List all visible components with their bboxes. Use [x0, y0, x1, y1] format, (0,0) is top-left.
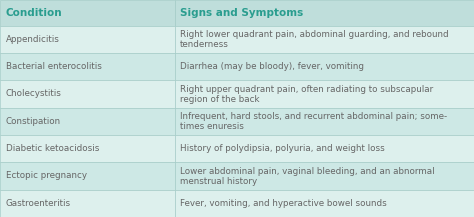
Text: Cholecystitis: Cholecystitis — [6, 89, 62, 99]
Bar — [175, 135, 474, 162]
Text: Fever, vomiting, and hyperactive bowel sounds: Fever, vomiting, and hyperactive bowel s… — [180, 199, 387, 208]
Text: Diarrhea (may be bloody), fever, vomiting: Diarrhea (may be bloody), fever, vomitin… — [180, 62, 364, 71]
Bar — [175, 26, 474, 53]
Text: region of the back: region of the back — [180, 95, 260, 104]
Bar — [175, 162, 474, 190]
Bar — [0, 0, 175, 26]
Text: Condition: Condition — [6, 8, 62, 18]
Bar — [175, 0, 474, 26]
Text: Bacterial enterocolitis: Bacterial enterocolitis — [6, 62, 101, 71]
Text: tenderness: tenderness — [180, 40, 229, 49]
Text: Appendicitis: Appendicitis — [6, 35, 60, 44]
Bar — [0, 26, 175, 53]
Bar — [175, 53, 474, 80]
Bar — [0, 190, 175, 217]
Text: Diabetic ketoacidosis: Diabetic ketoacidosis — [6, 144, 99, 153]
Bar — [175, 80, 474, 108]
Text: Lower abdominal pain, vaginal bleeding, and an abnormal: Lower abdominal pain, vaginal bleeding, … — [180, 167, 435, 176]
Bar — [0, 135, 175, 162]
Text: Constipation: Constipation — [6, 117, 61, 126]
Bar — [175, 190, 474, 217]
Text: Right upper quadrant pain, often radiating to subscapular: Right upper quadrant pain, often radiati… — [180, 85, 433, 94]
Text: times enuresis: times enuresis — [180, 122, 244, 131]
Bar — [0, 53, 175, 80]
Text: Right lower quadrant pain, abdominal guarding, and rebound: Right lower quadrant pain, abdominal gua… — [180, 30, 449, 39]
Text: menstrual history: menstrual history — [180, 177, 257, 186]
Text: Ectopic pregnancy: Ectopic pregnancy — [6, 171, 87, 181]
Text: History of polydipsia, polyuria, and weight loss: History of polydipsia, polyuria, and wei… — [180, 144, 385, 153]
Bar — [0, 108, 175, 135]
Bar — [0, 162, 175, 190]
Bar — [0, 80, 175, 108]
Text: Gastroenteritis: Gastroenteritis — [6, 199, 71, 208]
Text: Signs and Symptoms: Signs and Symptoms — [180, 8, 303, 18]
Text: Infrequent, hard stools, and recurrent abdominal pain; some-: Infrequent, hard stools, and recurrent a… — [180, 112, 447, 121]
Bar — [175, 108, 474, 135]
